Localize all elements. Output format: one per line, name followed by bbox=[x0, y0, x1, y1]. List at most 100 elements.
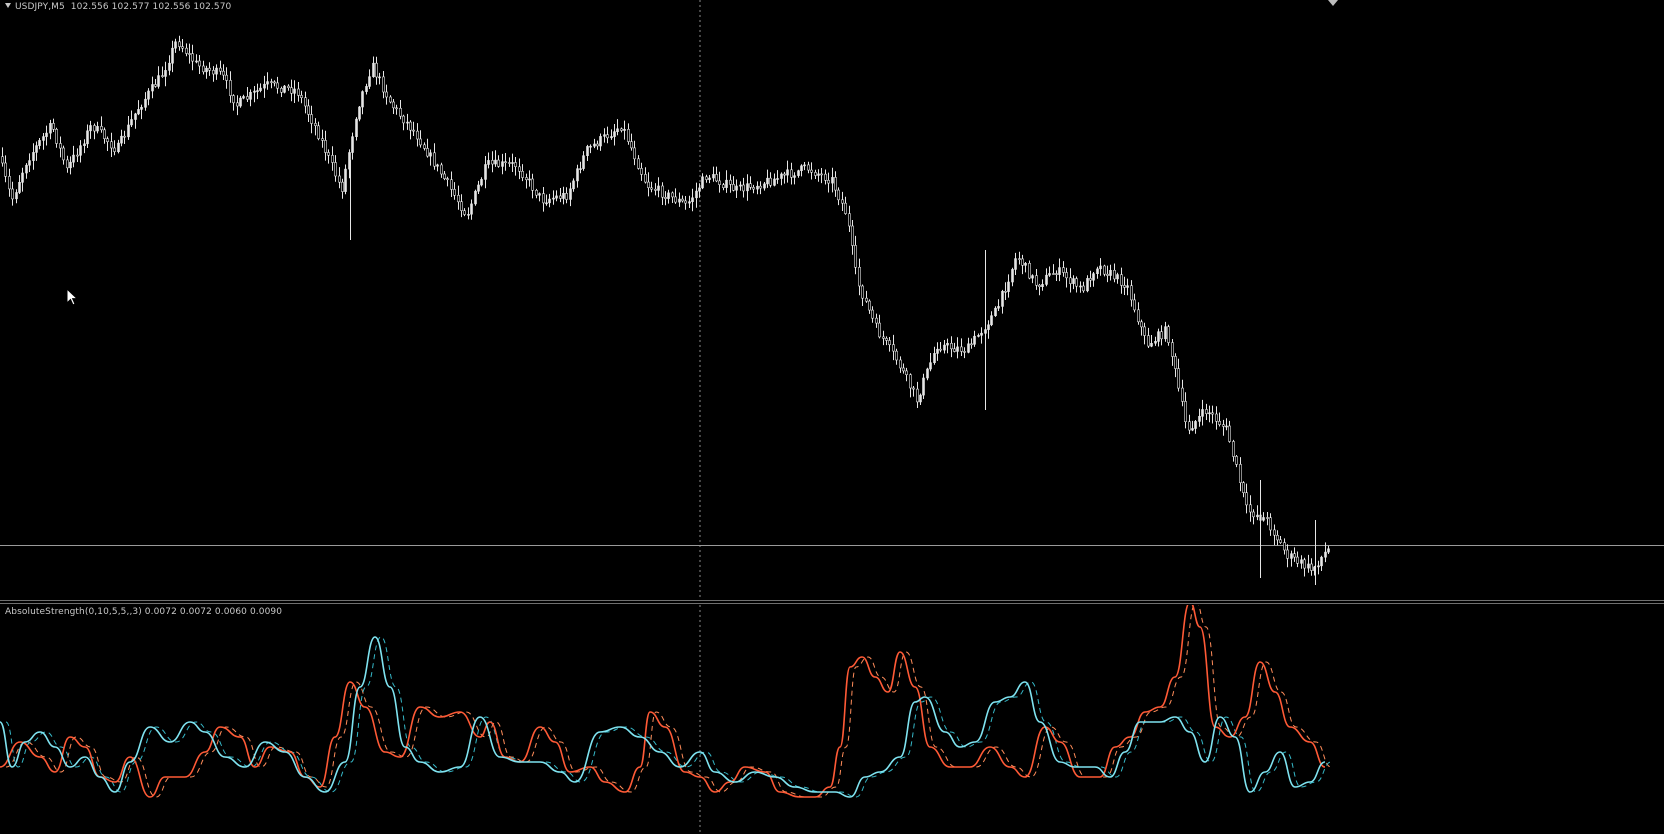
candle-body bbox=[212, 70, 215, 75]
candle-body bbox=[69, 161, 72, 169]
candle-body bbox=[919, 394, 922, 403]
candle-body bbox=[841, 199, 844, 204]
candle-body bbox=[1028, 262, 1031, 279]
candle-body bbox=[293, 88, 296, 94]
candle-body bbox=[871, 309, 874, 319]
candle-body bbox=[633, 147, 636, 160]
candle-body bbox=[28, 160, 31, 166]
candle-body bbox=[134, 113, 137, 120]
candle-body bbox=[399, 108, 402, 117]
candle-body bbox=[1103, 265, 1106, 275]
candle-body bbox=[89, 125, 92, 132]
candle-body bbox=[613, 131, 616, 137]
pane-separator-bottom[interactable] bbox=[0, 603, 1664, 604]
candle-body bbox=[480, 179, 483, 186]
candle-body bbox=[950, 342, 953, 350]
candle-body bbox=[327, 152, 330, 156]
price-chart-pane[interactable]: USDJPY,M5 102.556 102.577 102.556 102.57… bbox=[0, 0, 1664, 600]
candle-body bbox=[807, 164, 810, 171]
candle-body bbox=[205, 67, 208, 73]
candle-body bbox=[344, 168, 347, 192]
mouse-cursor-icon bbox=[66, 288, 79, 306]
candle-body bbox=[1045, 274, 1048, 285]
candle-body bbox=[416, 130, 419, 140]
candle-body bbox=[1113, 269, 1116, 280]
candle-body bbox=[640, 168, 643, 175]
candle-body bbox=[780, 173, 783, 179]
candle-body bbox=[1191, 428, 1194, 431]
collapse-triangle-icon[interactable] bbox=[5, 3, 11, 8]
candle-body bbox=[997, 306, 1000, 309]
candle-body bbox=[1242, 482, 1245, 494]
indicator-caption: AbsoluteStrength(0,10,5,5,,3) 0.0072 0.0… bbox=[5, 607, 283, 617]
candle-body bbox=[1177, 368, 1180, 389]
candle-body bbox=[627, 129, 630, 142]
candle-body bbox=[419, 138, 422, 146]
candle-body bbox=[1222, 424, 1225, 427]
candle-body bbox=[266, 81, 269, 85]
candle-body bbox=[1307, 563, 1310, 569]
candle-body bbox=[477, 184, 480, 192]
candle-body bbox=[21, 172, 24, 183]
pane-separator-top[interactable] bbox=[0, 600, 1664, 601]
candle-body bbox=[831, 177, 834, 184]
candle-body bbox=[599, 136, 602, 147]
candle-body bbox=[854, 245, 857, 268]
candle-body bbox=[528, 178, 531, 181]
candle-body bbox=[752, 187, 755, 190]
candle-body bbox=[967, 343, 970, 353]
candle-body bbox=[1075, 278, 1078, 287]
ohlc-values: 102.556 102.577 102.556 102.570 bbox=[70, 2, 232, 12]
candle-body bbox=[1062, 267, 1065, 273]
candle-body bbox=[1072, 278, 1075, 284]
candle-body bbox=[440, 164, 443, 175]
candle-body bbox=[1086, 278, 1089, 292]
candle-body bbox=[844, 202, 847, 214]
candle-body bbox=[4, 162, 7, 177]
candle-body bbox=[695, 190, 698, 199]
candle-body bbox=[909, 374, 912, 389]
candle-body bbox=[338, 175, 341, 183]
candle-body bbox=[474, 190, 477, 205]
candle-body bbox=[429, 152, 432, 157]
candle-body bbox=[1143, 326, 1146, 336]
candle-body bbox=[888, 340, 891, 345]
candle-body bbox=[117, 142, 120, 153]
candle-body bbox=[1293, 553, 1296, 558]
candle-body bbox=[970, 343, 973, 346]
candle-body bbox=[406, 121, 409, 124]
candle-body bbox=[287, 85, 290, 88]
chart-shift-marker-icon[interactable] bbox=[1328, 0, 1338, 6]
candle-body bbox=[882, 336, 885, 339]
candle-body bbox=[202, 65, 205, 73]
candle-body bbox=[76, 154, 79, 157]
candle-body bbox=[8, 176, 11, 190]
candle-body bbox=[956, 346, 959, 352]
candle-body bbox=[538, 193, 541, 196]
candle-body bbox=[718, 180, 721, 185]
candle-body bbox=[912, 387, 915, 390]
candle-body bbox=[511, 162, 514, 164]
candle-body bbox=[933, 353, 936, 363]
candle-body bbox=[103, 129, 106, 140]
indicator-pane[interactable]: AbsoluteStrength(0,10,5,5,,3) 0.0072 0.0… bbox=[0, 605, 1664, 834]
candle-body bbox=[49, 123, 52, 134]
candle-body bbox=[987, 324, 990, 330]
candle-body bbox=[814, 172, 817, 176]
candle-body bbox=[412, 129, 415, 132]
candle-body bbox=[355, 118, 358, 137]
candle-body bbox=[324, 140, 327, 153]
candle-body bbox=[457, 195, 460, 203]
candle-body bbox=[443, 173, 446, 179]
candle-body bbox=[661, 185, 664, 198]
candle-body bbox=[892, 344, 895, 352]
candle-body bbox=[1, 156, 4, 164]
candle-body bbox=[1279, 539, 1282, 543]
candle-body bbox=[219, 67, 222, 72]
candle-body bbox=[630, 141, 633, 149]
candle-body bbox=[249, 92, 252, 100]
candle-body bbox=[446, 178, 449, 181]
candle-body bbox=[793, 175, 796, 178]
candle-body bbox=[837, 189, 840, 201]
candle-body bbox=[1194, 421, 1197, 429]
